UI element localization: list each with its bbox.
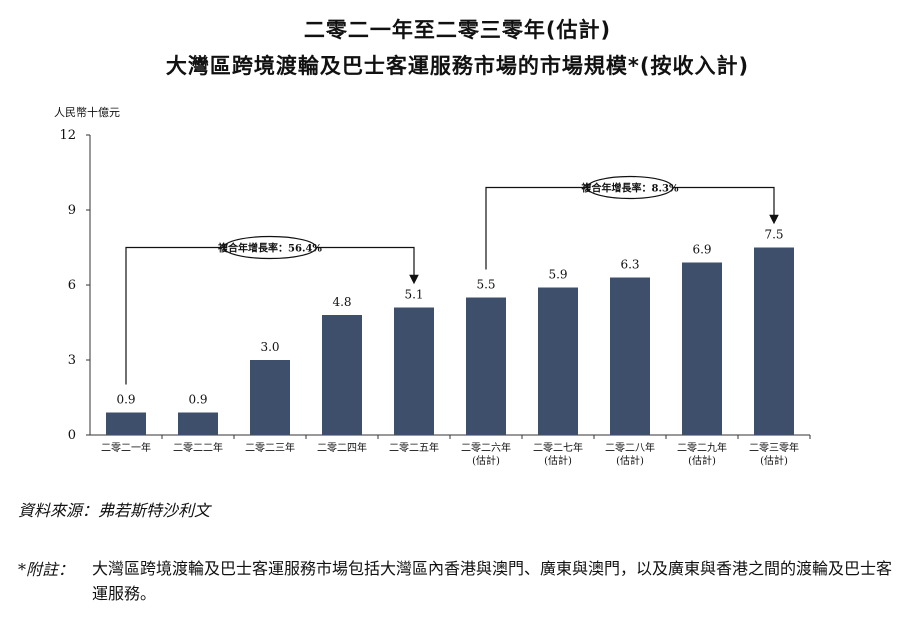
cagr-ellipse: [586, 175, 674, 200]
y-tick-label: 3: [68, 353, 76, 368]
bar: [322, 315, 362, 435]
x-tick-label: 二零二三年: [245, 441, 295, 454]
bar: [610, 277, 650, 435]
x-tick-label: (估計): [616, 454, 644, 467]
y-tick-label: 6: [68, 278, 76, 293]
bar-value-label: 5.5: [476, 278, 495, 292]
bar-value-label: 5.1: [404, 288, 423, 302]
x-tick-label: 二零二九年: [677, 441, 727, 454]
bar: [394, 307, 434, 435]
x-tick-label: 二零二二年: [173, 441, 223, 454]
footnote-text: 大灣區跨境渡輪及巴士客運服務市場包括大灣區內香港與澳門、廣東與澳門，以及廣東與香…: [92, 559, 893, 603]
y-axis-label: 人民幣十億元: [54, 105, 120, 119]
cagr-label: 複合年增長率：56.4%: [217, 242, 322, 255]
x-tick-label: (估計): [472, 454, 500, 467]
bar-value-label: 7.5: [764, 228, 783, 242]
bar-value-label: 0.9: [188, 393, 207, 407]
y-tick-label: 12: [59, 128, 76, 143]
bar-value-label: 6.9: [692, 243, 711, 257]
bar-value-label: 4.8: [332, 295, 351, 309]
bar-value-label: 0.9: [116, 393, 135, 407]
bar-value-label: 5.9: [548, 268, 567, 282]
bar: [466, 297, 506, 435]
bar: [754, 247, 794, 435]
cagr-ellipse: [223, 235, 317, 260]
x-tick-label: 二零二四年: [317, 441, 367, 454]
chart-title-line1: 二零二一年至二零三零年(估計): [303, 18, 612, 42]
bar: [106, 412, 146, 435]
chart-title-line2: 大灣區跨境渡輪及巴士客運服務市場的市場規模*(按收入計): [165, 54, 750, 78]
x-tick-label: 二零二八年: [605, 441, 655, 454]
x-tick-label: 二零二五年: [389, 441, 439, 454]
bar: [682, 262, 722, 435]
bar: [538, 287, 578, 435]
bar: [250, 360, 290, 435]
x-tick-label: (估計): [760, 454, 788, 467]
cagr-label: 複合年增長率：8.3%: [581, 182, 679, 195]
x-tick-label: (估計): [544, 454, 572, 467]
x-tick-label: (估計): [688, 454, 716, 467]
x-tick-label: 二零三零年: [749, 441, 799, 454]
x-tick-label: 二零二六年: [461, 441, 511, 454]
y-tick-label: 0: [68, 428, 76, 443]
x-tick-label: 二零二七年: [533, 441, 583, 454]
bar: [178, 412, 218, 435]
footnote-label: *附註：: [18, 560, 75, 579]
source-note: 資料來源：弗若斯特沙利文: [18, 501, 211, 520]
bar-chart: 人民幣十億元 0 3 6 9 12 0.9 二零二一年 0.9 二零二二年 3.0 二零二三年 4.8 二…: [54, 105, 811, 467]
x-tick-label: 二零二一年: [101, 441, 151, 454]
y-tick-label: 9: [68, 203, 76, 218]
bar-value-label: 3.0: [260, 340, 279, 354]
bar-value-label: 6.3: [620, 258, 639, 272]
